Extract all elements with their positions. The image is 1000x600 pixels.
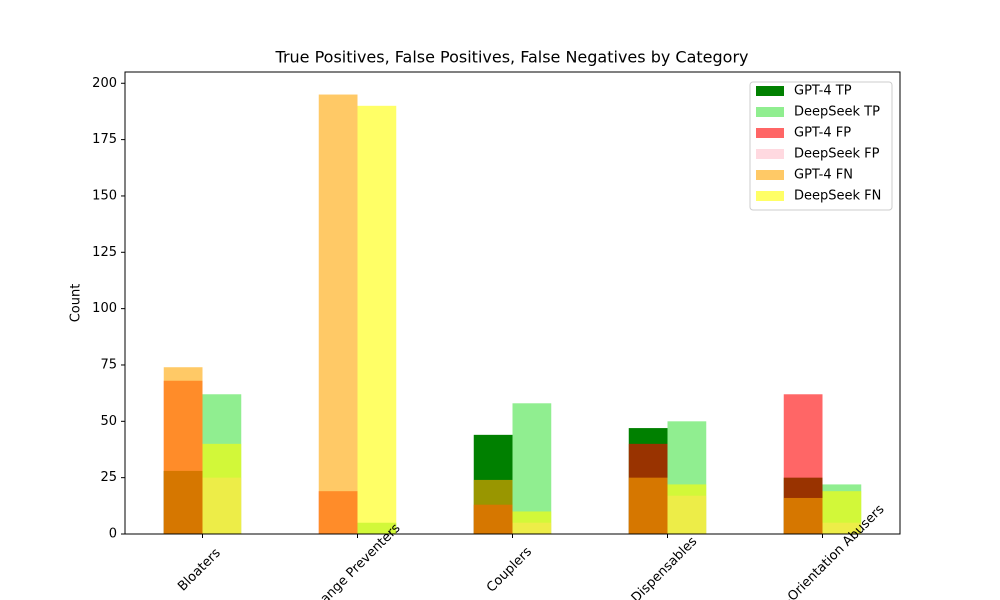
legend-label: DeepSeek TP xyxy=(794,105,880,120)
legend-label: GPT-4 FN xyxy=(794,168,853,183)
legend-swatch xyxy=(756,128,784,138)
y-axis-label: Count xyxy=(69,284,84,323)
axes-frame xyxy=(124,71,901,535)
legend-label: GPT-4 TP xyxy=(794,84,852,99)
legend-swatch xyxy=(756,170,784,180)
legend-swatch xyxy=(756,107,784,117)
bar xyxy=(822,491,862,534)
bar xyxy=(783,497,823,534)
bar xyxy=(202,443,242,534)
bar xyxy=(163,367,203,534)
y-tick-label: 25 xyxy=(100,470,117,485)
legend-label: GPT-4 FP xyxy=(794,126,851,141)
bar xyxy=(667,484,707,534)
legend-swatch xyxy=(756,149,784,159)
y-tick-label: 125 xyxy=(92,245,117,260)
legend-swatch xyxy=(756,191,784,201)
y-tick-label: 75 xyxy=(100,357,117,372)
bar xyxy=(473,479,513,534)
y-tick-label: 200 xyxy=(92,76,117,91)
x-tick-label: Dispensables xyxy=(629,534,701,600)
legend-label: DeepSeek FN xyxy=(794,189,881,204)
x-tick-label: Couplers xyxy=(484,544,535,595)
bar xyxy=(318,94,358,534)
bar xyxy=(357,105,397,535)
bar xyxy=(512,511,552,534)
chart-title: True Positives, False Positives, False N… xyxy=(275,48,749,67)
y-tick-label: 175 xyxy=(92,132,117,147)
legend-box xyxy=(749,81,893,211)
bar xyxy=(628,477,668,534)
y-tick-label: 100 xyxy=(92,301,117,316)
legend-label: DeepSeek FP xyxy=(794,147,880,162)
y-tick-label: 50 xyxy=(100,414,117,429)
y-tick-label: 150 xyxy=(92,188,117,203)
y-tick-label: 0 xyxy=(109,527,117,542)
legend-swatch xyxy=(756,86,784,96)
x-tick-label: Bloaters xyxy=(175,546,224,595)
